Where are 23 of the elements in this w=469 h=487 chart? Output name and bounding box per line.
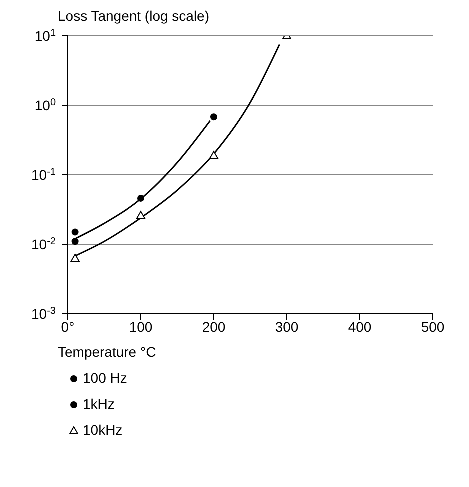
x-axis-title: Temperature °C (58, 344, 158, 360)
legend-label: 1kHz (83, 396, 115, 412)
point (72, 228, 79, 236)
y-tick-label: 10$^{-2}$ (32, 236, 56, 252)
y-tick-label: 10$^{-3}$ (32, 306, 56, 322)
point (210, 151, 218, 160)
x-tick-label: 400 (348, 318, 372, 335)
point (70, 254, 80, 262)
point (210, 114, 218, 121)
y-tick-label: 10$^{0}$ (34, 97, 56, 114)
x-tick-label: 500 (421, 318, 445, 335)
point (138, 194, 144, 202)
legend-label: 10kHz (83, 422, 123, 438)
y-tick-label: 10$^{-1}$ (32, 166, 56, 183)
x-tick-label: 0° (61, 318, 75, 335)
y-tick-label: 10$^{1}$ (34, 28, 56, 44)
legend-label: 100 Hz (83, 370, 128, 386)
x-tick-label: 300 (275, 318, 299, 335)
point (136, 211, 146, 220)
point (72, 238, 79, 246)
x-tick-label: 100 (129, 318, 153, 335)
x-tick-label: 200 (202, 318, 226, 335)
y-axis-title: Loss Tangent (log scale) (58, 8, 210, 24)
